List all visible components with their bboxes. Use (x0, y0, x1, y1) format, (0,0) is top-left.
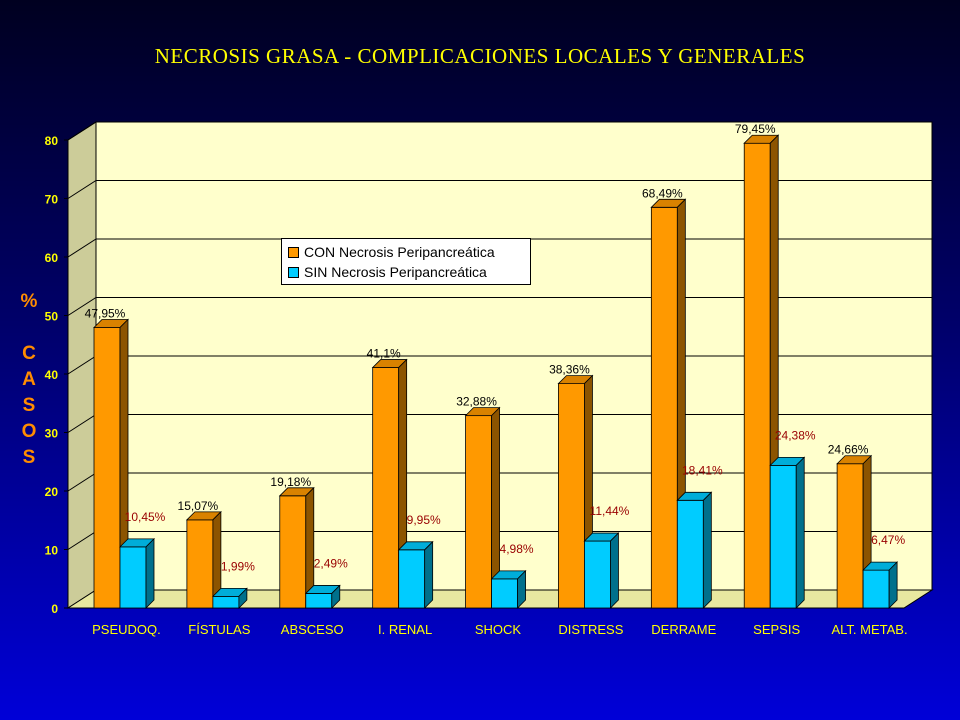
chart-legend: CON Necrosis Peripancreática SIN Necrosi… (281, 238, 531, 285)
bar-side (238, 587, 248, 609)
bar-front (676, 499, 704, 609)
x-tick-label: DERRAME (651, 622, 716, 637)
bar-value-label: 47,95% (85, 306, 126, 320)
chart-title: NECROSIS GRASA - COMPLICACIONES LOCALES … (154, 44, 806, 68)
bar-front (279, 495, 307, 609)
legend-swatch-sin (288, 266, 299, 278)
y-gridline (67, 121, 932, 141)
bar-front (465, 415, 492, 609)
legend-swatch-con (288, 246, 299, 258)
bar-side (145, 537, 155, 609)
bar-front (119, 546, 147, 609)
bar-front (305, 593, 333, 609)
x-tick-label: SEPSIS (753, 622, 800, 637)
bar-value-label: 4,98% (500, 542, 534, 556)
y-tick-label: 60 (45, 251, 59, 265)
bar-value-label: 79,45% (735, 122, 776, 136)
y-tick-label: 40 (45, 368, 59, 382)
x-tick-label: ALT. METAB. (832, 622, 908, 637)
bar-side (424, 540, 434, 609)
legend-label-con: CON Necrosis Peripancreática (304, 244, 495, 260)
y-tick-label: 80 (45, 134, 59, 148)
bar-value-label: 18,41% (682, 463, 723, 477)
legend-label-sin: SIN Necrosis Peripancreática (304, 264, 487, 280)
bar-side (702, 491, 712, 609)
bar-front (862, 569, 890, 609)
bar-front (372, 367, 400, 609)
legend-item-con: CON Necrosis Peripancreática (288, 243, 495, 261)
bar-value-label: 24,38% (775, 428, 816, 442)
bar-value-label: 6,47% (871, 533, 905, 547)
bar-front (186, 519, 214, 609)
bar-front (491, 578, 518, 609)
x-tick-label: SHOCK (475, 622, 522, 637)
bar-side (888, 561, 898, 609)
bar-value-label: 41,1% (367, 347, 401, 361)
bar-front (584, 540, 611, 609)
bar-front (650, 206, 678, 609)
bar-value-label: 2,49% (314, 556, 348, 570)
bar-value-label: 15,07% (178, 499, 219, 513)
legend-item-sin: SIN Necrosis Peripancreática (288, 263, 487, 281)
y-tick-label: 50 (45, 310, 59, 324)
bar-front (743, 142, 771, 609)
x-tick-label: I. RENAL (378, 622, 432, 637)
bar-value-label: 68,49% (642, 186, 683, 200)
bar-side (610, 532, 619, 609)
bar-value-label: 10,45% (125, 510, 166, 524)
x-tick-label: PSEUDOQ. (92, 622, 161, 637)
bar-front (836, 463, 864, 609)
y-tick-label: 30 (45, 427, 59, 441)
bar-value-label: 24,66% (828, 443, 869, 457)
y-axis-label-symbol: % (20, 291, 38, 312)
bar-front (93, 327, 121, 609)
x-tick-label: FÍSTULAS (188, 622, 250, 637)
bar-value-label: 38,36% (549, 363, 590, 377)
bar-side (795, 456, 805, 609)
bar-front (212, 595, 240, 609)
bar-side (517, 569, 526, 609)
x-tick-label: DISTRESS (558, 622, 623, 637)
bar-value-label: 32,88% (456, 395, 497, 409)
bar-front (558, 383, 585, 609)
y-tick-label: 70 (45, 193, 59, 207)
bar-front (769, 464, 797, 609)
bar-value-label: 9,95% (407, 513, 441, 527)
bar-value-label: 19,18% (270, 475, 311, 489)
y-tick-label: 0 (51, 602, 58, 616)
y-tick-label: 20 (45, 485, 59, 499)
bar-side (331, 584, 341, 609)
bar-front (398, 549, 426, 609)
y-tick-label: 10 (45, 544, 59, 558)
bar-value-label: 11,44% (590, 504, 630, 518)
bar-value-label: 1,99% (221, 559, 255, 573)
y-axis-label-word: CASOS (21, 343, 37, 468)
y-gridline (67, 180, 932, 199)
x-tick-label: ABSCESO (281, 622, 344, 637)
